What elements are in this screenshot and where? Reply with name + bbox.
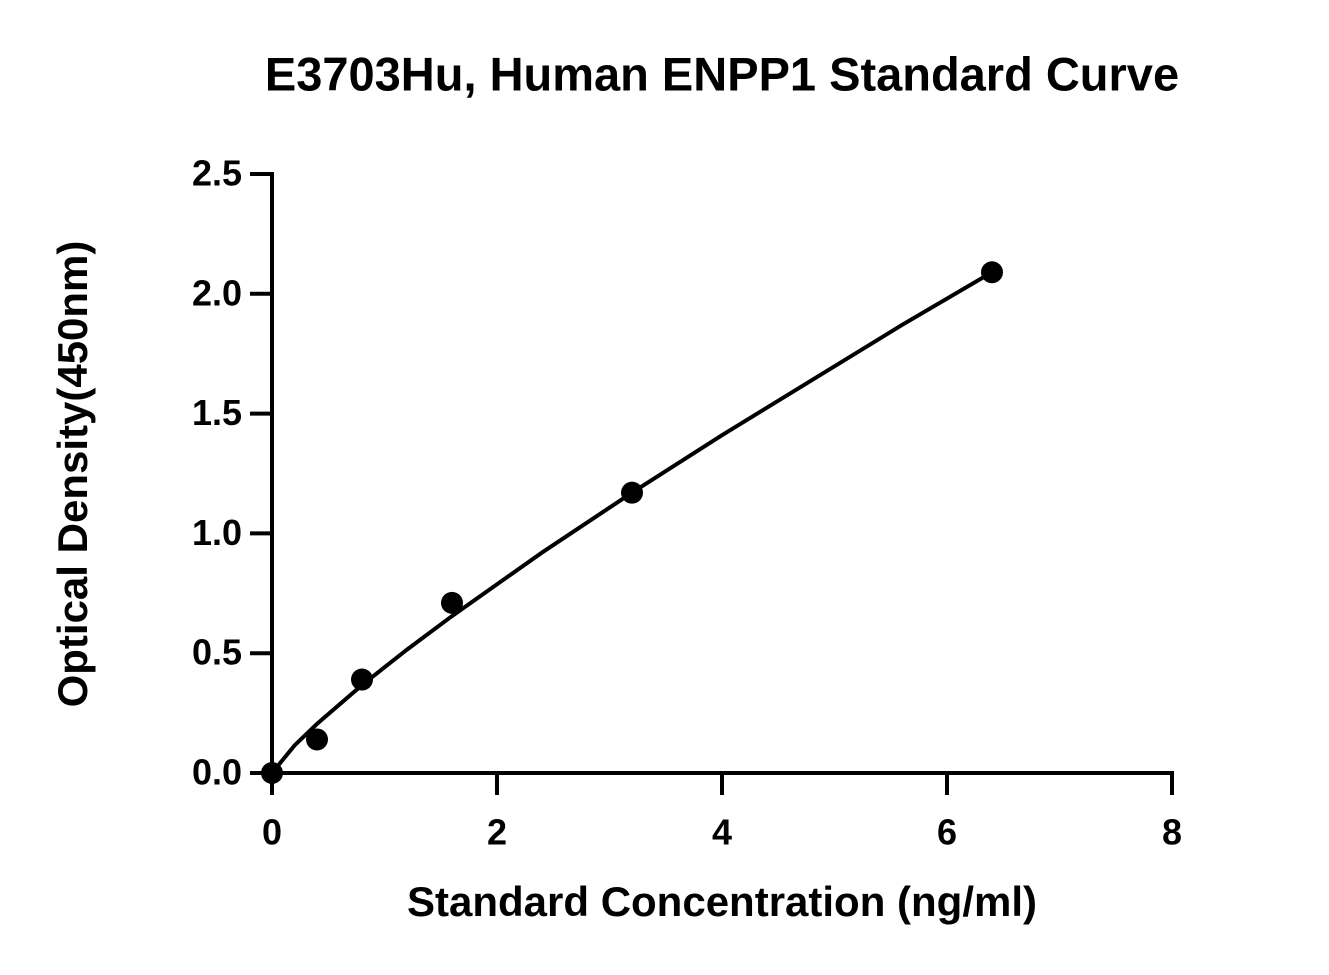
x-tick-label: 6 bbox=[937, 812, 957, 853]
data-point bbox=[306, 728, 328, 751]
x-tick-label: 2 bbox=[487, 812, 507, 853]
fit-curve bbox=[270, 270, 994, 775]
data-point bbox=[261, 762, 283, 784]
data-point bbox=[351, 668, 373, 691]
x-tick-label: 0 bbox=[262, 812, 282, 853]
x-tick-label: 4 bbox=[712, 812, 732, 853]
y-axis-label: Optical Density(450nm) bbox=[49, 241, 96, 708]
chart-title: E3703Hu, Human ENPP1 Standard Curve bbox=[265, 47, 1179, 100]
x-tick-label: 8 bbox=[1162, 812, 1182, 853]
y-tick-label: 0.5 bbox=[192, 632, 242, 673]
y-tick-label: 0.0 bbox=[192, 752, 242, 793]
y-tick-label: 2.0 bbox=[192, 272, 242, 313]
data-point bbox=[441, 591, 463, 614]
y-tick-label: 1.5 bbox=[192, 392, 242, 433]
x-axis-label: Standard Concentration (ng/ml) bbox=[407, 878, 1037, 925]
y-tick-label: 2.5 bbox=[192, 153, 242, 194]
data-point bbox=[621, 481, 643, 504]
data-point bbox=[981, 261, 1003, 284]
y-tick-label: 1.0 bbox=[192, 512, 242, 553]
